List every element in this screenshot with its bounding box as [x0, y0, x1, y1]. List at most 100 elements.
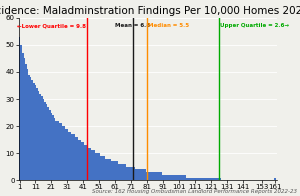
Bar	[153, 172, 154, 180]
Bar	[111, 161, 113, 180]
Bar	[207, 178, 209, 180]
Bar	[161, 172, 162, 180]
Bar	[274, 178, 276, 180]
Bar	[177, 175, 178, 180]
Bar	[191, 178, 193, 180]
Bar	[20, 45, 22, 180]
Bar	[145, 169, 146, 180]
Bar	[91, 151, 92, 180]
Bar	[150, 172, 151, 180]
Bar	[27, 69, 28, 180]
Bar	[175, 175, 177, 180]
Bar	[86, 145, 87, 180]
Bar	[110, 159, 111, 180]
Bar	[116, 161, 118, 180]
Bar	[202, 178, 204, 180]
Bar	[106, 159, 108, 180]
Bar	[89, 148, 91, 180]
Bar	[38, 91, 40, 180]
Text: Upper Quartile = 2.6→: Upper Quartile = 2.6→	[220, 23, 289, 28]
Text: Median = 5.5: Median = 5.5	[148, 23, 189, 28]
Bar	[129, 167, 130, 180]
Bar	[162, 175, 164, 180]
Bar	[139, 169, 140, 180]
Bar	[206, 178, 207, 180]
Bar	[158, 172, 159, 180]
Bar	[100, 156, 102, 180]
Bar	[193, 178, 194, 180]
Bar	[65, 129, 67, 180]
Bar	[44, 102, 46, 180]
Bar	[56, 121, 57, 180]
Bar	[103, 156, 105, 180]
Bar	[204, 178, 206, 180]
Bar	[23, 58, 25, 180]
Bar	[210, 178, 212, 180]
Bar	[113, 161, 115, 180]
Title: CT Incidence: Maladminstration Findings Per 10,000 Homes 2022-23: CT Incidence: Maladminstration Findings …	[0, 5, 300, 15]
Text: Mean = 6.8: Mean = 6.8	[115, 23, 150, 28]
Bar	[130, 167, 132, 180]
Bar	[75, 137, 76, 180]
Bar	[40, 93, 41, 180]
Bar	[174, 175, 175, 180]
Bar	[190, 178, 191, 180]
Bar	[80, 140, 81, 180]
Bar	[186, 178, 188, 180]
Bar	[35, 85, 36, 180]
Bar	[76, 137, 78, 180]
Text: ←Lower Quartile = 9.8: ←Lower Quartile = 9.8	[17, 23, 86, 28]
Bar	[127, 167, 129, 180]
Bar	[180, 175, 182, 180]
Bar	[41, 96, 43, 180]
Bar	[30, 77, 31, 180]
Text: Source: 162 Housing Ombudsman Landlord Performance Reports 2022-23: Source: 162 Housing Ombudsman Landlord P…	[92, 189, 297, 194]
Bar	[92, 151, 94, 180]
Bar	[217, 178, 218, 180]
Bar	[22, 53, 23, 180]
Bar	[156, 172, 158, 180]
Bar	[132, 167, 134, 180]
Bar	[62, 126, 63, 180]
Bar	[121, 164, 122, 180]
Bar	[212, 178, 214, 180]
Bar	[218, 178, 220, 180]
Bar	[172, 175, 174, 180]
Bar	[47, 107, 49, 180]
Bar	[159, 172, 161, 180]
Bar	[183, 175, 185, 180]
Bar	[170, 175, 172, 180]
Bar	[71, 134, 73, 180]
Bar	[185, 175, 186, 180]
Bar	[201, 178, 202, 180]
Bar	[220, 178, 221, 180]
Bar	[67, 129, 68, 180]
Bar	[84, 145, 86, 180]
Bar	[43, 99, 44, 180]
Bar	[119, 164, 121, 180]
Bar	[135, 169, 137, 180]
Bar	[215, 178, 217, 180]
Bar	[81, 142, 82, 180]
Bar	[52, 115, 54, 180]
Bar	[68, 132, 70, 180]
Bar	[115, 161, 116, 180]
Bar	[108, 159, 110, 180]
Bar	[57, 121, 58, 180]
Bar	[63, 126, 65, 180]
Bar	[122, 164, 124, 180]
Bar	[169, 175, 170, 180]
Bar	[124, 164, 126, 180]
Bar	[137, 169, 139, 180]
Bar	[36, 88, 38, 180]
Bar	[178, 175, 180, 180]
Bar	[28, 75, 30, 180]
Bar	[54, 118, 56, 180]
Bar	[199, 178, 201, 180]
Bar	[209, 178, 210, 180]
Bar	[95, 153, 97, 180]
Bar	[105, 159, 106, 180]
Bar	[82, 142, 84, 180]
Bar	[166, 175, 167, 180]
Bar	[32, 80, 33, 180]
